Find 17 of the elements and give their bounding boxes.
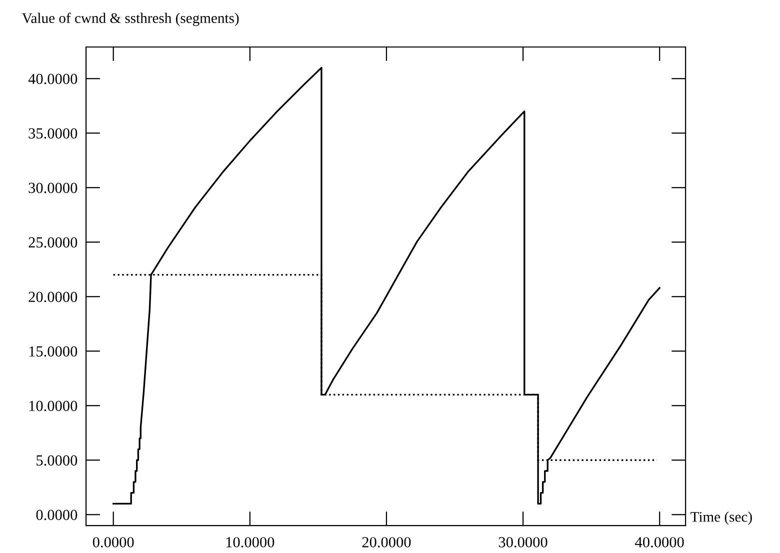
y-tick-label: 20.0000 bbox=[28, 292, 78, 302]
y-tick-label: 30.0000 bbox=[28, 182, 78, 194]
y-axis-title: Value of cwnd & ssthresh (segments) bbox=[22, 12, 239, 26]
y-tick-label: 15.0000 bbox=[29, 346, 78, 357]
y-tick-label: 25.0000 bbox=[28, 237, 78, 248]
y-tick-label: 5.0000 bbox=[36, 455, 78, 466]
x-tick-label: 30.0000 bbox=[498, 537, 548, 548]
x-tick-label: 10.0000 bbox=[226, 537, 274, 548]
y-tick-label: 10.0000 bbox=[29, 400, 78, 412]
line-series bbox=[112, 66, 660, 505]
y-tick-label: 35.0000 bbox=[28, 128, 78, 139]
x-tick-label: 40.0000 bbox=[635, 537, 684, 548]
y-tick-label: 40.0000 bbox=[28, 74, 78, 84]
x-axis-title: Time (sec) bbox=[690, 512, 752, 525]
y-tick-label: 0.0000 bbox=[36, 510, 78, 520]
x-tick-label: 20.0000 bbox=[362, 537, 411, 548]
x-tick-label: 0.0000 bbox=[92, 537, 134, 548]
